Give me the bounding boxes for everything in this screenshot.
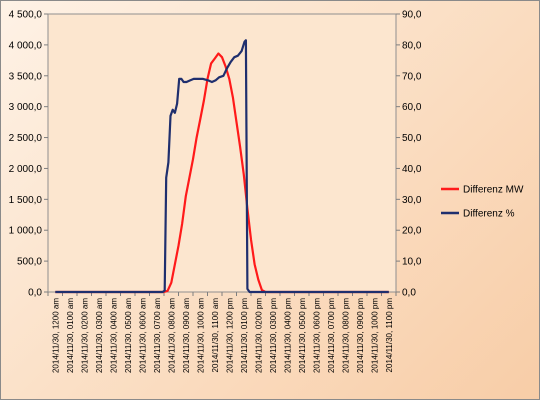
- y-tick-label: 2 000,0: [9, 164, 43, 175]
- y-tick-label: 4 500,0: [9, 10, 43, 21]
- x-tick-label: 2014/11/30, 0300 pm: [269, 298, 278, 373]
- x-tick-label: 2014/11/30, 0700 am: [153, 298, 162, 373]
- y2-tick-label: 80,0: [402, 40, 422, 51]
- x-tick-label: 2014/11/30, 0700 pm: [327, 298, 336, 373]
- left-axis-ticks: 0,0 500,0 1 000,0 1 500,0 2 000,0 2 500,0 3 00…: [9, 10, 48, 299]
- y-tick-label: 500,0: [17, 257, 42, 268]
- x-tick-label: 2014/11/30, 0600 am: [138, 298, 147, 373]
- x-tick-label: 2014/11/30, 0600 pm: [312, 298, 321, 373]
- x-tick-label: 2014/11/30, 0200 am: [80, 298, 89, 373]
- y2-tick-label: 50,0: [402, 133, 422, 144]
- x-tick-label: 2014/11/30, 1200 am: [51, 298, 60, 373]
- y2-tick-label: 60,0: [402, 102, 422, 113]
- legend: Differenz MW Differenz %: [441, 185, 524, 220]
- series-line: [55, 52, 389, 294]
- y-tick-label: 4 000,0: [9, 40, 43, 51]
- y2-tick-label: 0,0: [402, 288, 416, 299]
- x-tick-label: 2014/11/30, 0900 am: [182, 298, 191, 373]
- x-tick-label: 2014/11/30, 0900 pm: [356, 298, 365, 373]
- series-group: [55, 39, 389, 294]
- y2-tick-label: 40,0: [402, 164, 422, 175]
- y-tick-label: 2 500,0: [9, 133, 43, 144]
- x-tick-label: 2014/11/30, 1100 am: [211, 298, 220, 373]
- series-line: [55, 39, 389, 294]
- x-tick-label: 2014/11/30, 0500 am: [124, 298, 133, 373]
- y-tick-label: 1 000,0: [9, 226, 43, 237]
- x-tick-label: 2014/11/30, 1000 am: [196, 298, 205, 373]
- x-axis-ticks: 2014/11/30, 1200 am 2014/11/30, 0100 am 20…: [47, 292, 397, 373]
- y2-tick-label: 20,0: [402, 226, 422, 237]
- x-tick-label: 2014/11/30, 0400 am: [109, 298, 118, 373]
- y2-tick-label: 70,0: [402, 71, 422, 82]
- legend-label: Differenz MW: [463, 185, 524, 196]
- x-tick-label: 2014/11/30, 1000 pm: [370, 298, 379, 373]
- right-axis-ticks: 0,0 10,0 20,0 30,0 40,0 50,0 60,0 70,0 80,0 90,0: [396, 10, 422, 299]
- x-tick-label: 2014/11/30, 0300 am: [95, 298, 104, 373]
- y2-tick-label: 10,0: [402, 257, 422, 268]
- y2-tick-label: 30,0: [402, 195, 422, 206]
- y-tick-label: 1 500,0: [9, 195, 43, 206]
- y2-tick-label: 90,0: [402, 10, 422, 21]
- y-tick-label: 3 000,0: [9, 102, 43, 113]
- y-tick-label: 3 500,0: [9, 71, 43, 82]
- x-tick-label: 2014/11/30, 0800 pm: [341, 298, 350, 373]
- plot-area: [47, 13, 397, 293]
- legend-label: Differenz %: [463, 209, 515, 220]
- x-tick-label: 2014/11/30, 0200 pm: [254, 298, 263, 373]
- x-tick-label: 2014/11/30, 0100 am: [66, 298, 75, 373]
- x-tick-label: 2014/11/30, 1100 pm: [385, 298, 394, 373]
- x-tick-label: 2014/11/30, 0800 am: [167, 298, 176, 373]
- y-tick-label: 0,0: [28, 288, 42, 299]
- x-tick-label: 2014/11/30, 1200 pm: [225, 298, 234, 373]
- x-tick-label: 2014/11/30, 0400 pm: [283, 298, 292, 373]
- x-tick-label: 2014/11/30, 0100 pm: [240, 298, 249, 373]
- x-tick-label: 2014/11/30, 0500 pm: [298, 298, 307, 373]
